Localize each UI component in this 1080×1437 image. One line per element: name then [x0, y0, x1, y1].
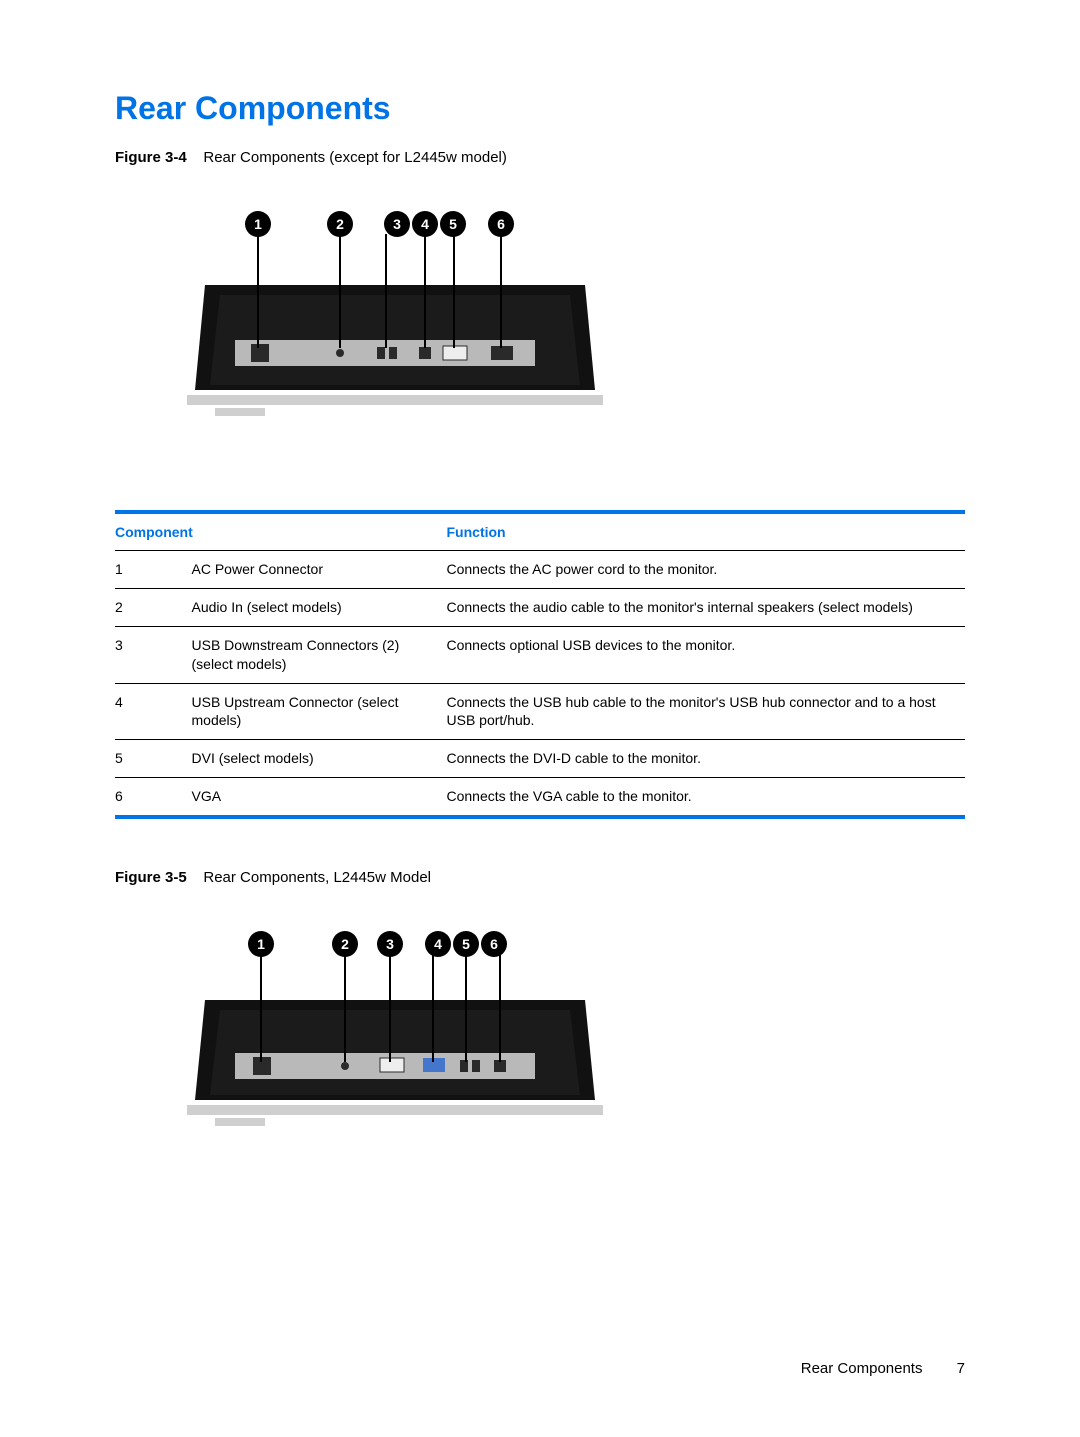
row-number: 2: [115, 588, 192, 626]
row-component: Audio In (select models): [192, 588, 447, 626]
figure-1-text: Rear Components (except for L2445w model…: [203, 149, 507, 166]
callout-number: 2: [336, 216, 344, 232]
callout-number: 2: [341, 936, 349, 952]
figure-1-label: Figure 3-4: [115, 149, 187, 166]
figure-2-caption: Figure 3-5 Rear Components, L2445w Model: [115, 869, 965, 886]
components-table: Component Function 1AC Power ConnectorCo…: [115, 510, 965, 819]
row-component: USB Downstream Connectors (2) (select mo…: [192, 626, 447, 683]
footer-page-number: 7: [957, 1360, 965, 1377]
figure-2-label: Figure 3-5: [115, 869, 187, 886]
row-component: USB Upstream Connector (select models): [192, 683, 447, 740]
row-function: Connects optional USB devices to the mon…: [447, 626, 966, 683]
figure-1-diagram: 1 2 3 4 5 6: [175, 190, 615, 470]
row-component: VGA: [192, 778, 447, 817]
callout-number: 5: [449, 216, 457, 232]
table-row: 2Audio In (select models)Connects the au…: [115, 588, 965, 626]
row-component: DVI (select models): [192, 740, 447, 778]
page-footer: Rear Components 7: [801, 1360, 965, 1377]
row-component: AC Power Connector: [192, 551, 447, 589]
callout-number: 6: [490, 936, 498, 952]
section-heading: Rear Components: [115, 90, 965, 127]
callout-number: 3: [386, 936, 394, 952]
row-number: 3: [115, 626, 192, 683]
row-function: Connects the audio cable to the monitor'…: [447, 588, 966, 626]
callout-number: 1: [257, 936, 265, 952]
table-header-component: Component: [115, 512, 447, 551]
row-number: 1: [115, 551, 192, 589]
callout-number: 1: [254, 216, 262, 232]
row-number: 6: [115, 778, 192, 817]
table-row: 6VGAConnects the VGA cable to the monito…: [115, 778, 965, 817]
callout-number: 6: [497, 216, 505, 232]
table-row: 3USB Downstream Connectors (2) (select m…: [115, 626, 965, 683]
table-row: 1AC Power ConnectorConnects the AC power…: [115, 551, 965, 589]
figure-2-diagram: 1 2 3 4 5 6: [175, 910, 615, 1170]
row-function: Connects the DVI-D cable to the monitor.: [447, 740, 966, 778]
row-function: Connects the USB hub cable to the monito…: [447, 683, 966, 740]
figure-2-text: Rear Components, L2445w Model: [203, 869, 431, 886]
row-function: Connects the AC power cord to the monito…: [447, 551, 966, 589]
figure-1-caption: Figure 3-4 Rear Components (except for L…: [115, 149, 965, 166]
row-function: Connects the VGA cable to the monitor.: [447, 778, 966, 817]
footer-section: Rear Components: [801, 1360, 923, 1377]
row-number: 4: [115, 683, 192, 740]
table-header-function: Function: [447, 512, 966, 551]
row-number: 5: [115, 740, 192, 778]
table-row: 4USB Upstream Connector (select models)C…: [115, 683, 965, 740]
callout-number: 4: [434, 936, 442, 952]
callout-number: 3: [393, 216, 401, 232]
callout-number: 4: [421, 216, 429, 232]
table-row: 5DVI (select models)Connects the DVI-D c…: [115, 740, 965, 778]
callout-number: 5: [462, 936, 470, 952]
